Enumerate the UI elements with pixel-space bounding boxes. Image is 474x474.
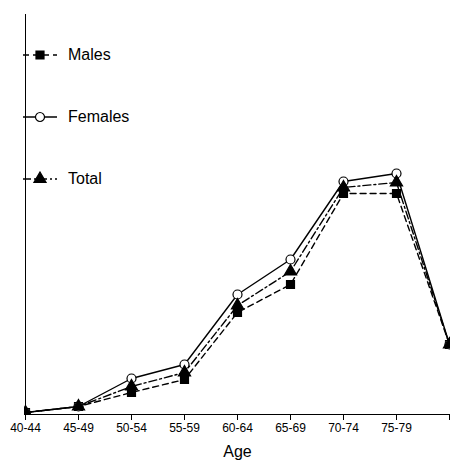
svg-text:65-69: 65-69 (275, 421, 306, 435)
svg-text:40-44: 40-44 (10, 421, 41, 435)
svg-text:60-64: 60-64 (222, 421, 253, 435)
svg-text:50-54: 50-54 (116, 421, 147, 435)
html-text:Males: Males (68, 46, 111, 63)
svg-text:55-59: 55-59 (169, 421, 200, 435)
html-text:Total: Total (68, 170, 102, 187)
svg-text:Age: Age (223, 443, 252, 460)
svg-text:45-49: 45-49 (63, 421, 94, 435)
svg-text:75-79: 75-79 (381, 421, 412, 435)
html-text:Females: Females (68, 108, 130, 125)
svg-text:70-74: 70-74 (328, 421, 359, 435)
